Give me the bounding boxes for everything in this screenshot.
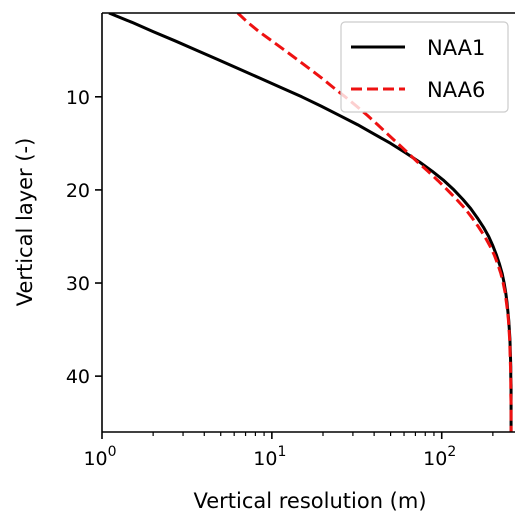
y-tick-label: 20 xyxy=(66,180,90,202)
x-tick-label: 101 xyxy=(253,444,286,470)
axes: 10 20 30 40 100 101 102 xyxy=(66,12,515,470)
x-tick-label: 102 xyxy=(423,444,456,470)
y-axis-label: Vertical layer (-) xyxy=(13,138,37,307)
legend-label-naa6: NAA6 xyxy=(427,78,485,102)
legend-box xyxy=(340,21,509,113)
y-tick-label: 40 xyxy=(66,366,90,388)
series-line-naa6 xyxy=(236,13,513,432)
y-tick-label: 30 xyxy=(66,273,90,295)
plot-area xyxy=(108,13,513,432)
x-axis-label: Vertical resolution (m) xyxy=(193,489,426,513)
y-tick-label: 10 xyxy=(66,87,90,109)
x-tick-label: 100 xyxy=(83,444,116,470)
legend-label-naa1: NAA1 xyxy=(427,36,485,60)
legend: NAA1 NAA6 xyxy=(340,21,509,113)
